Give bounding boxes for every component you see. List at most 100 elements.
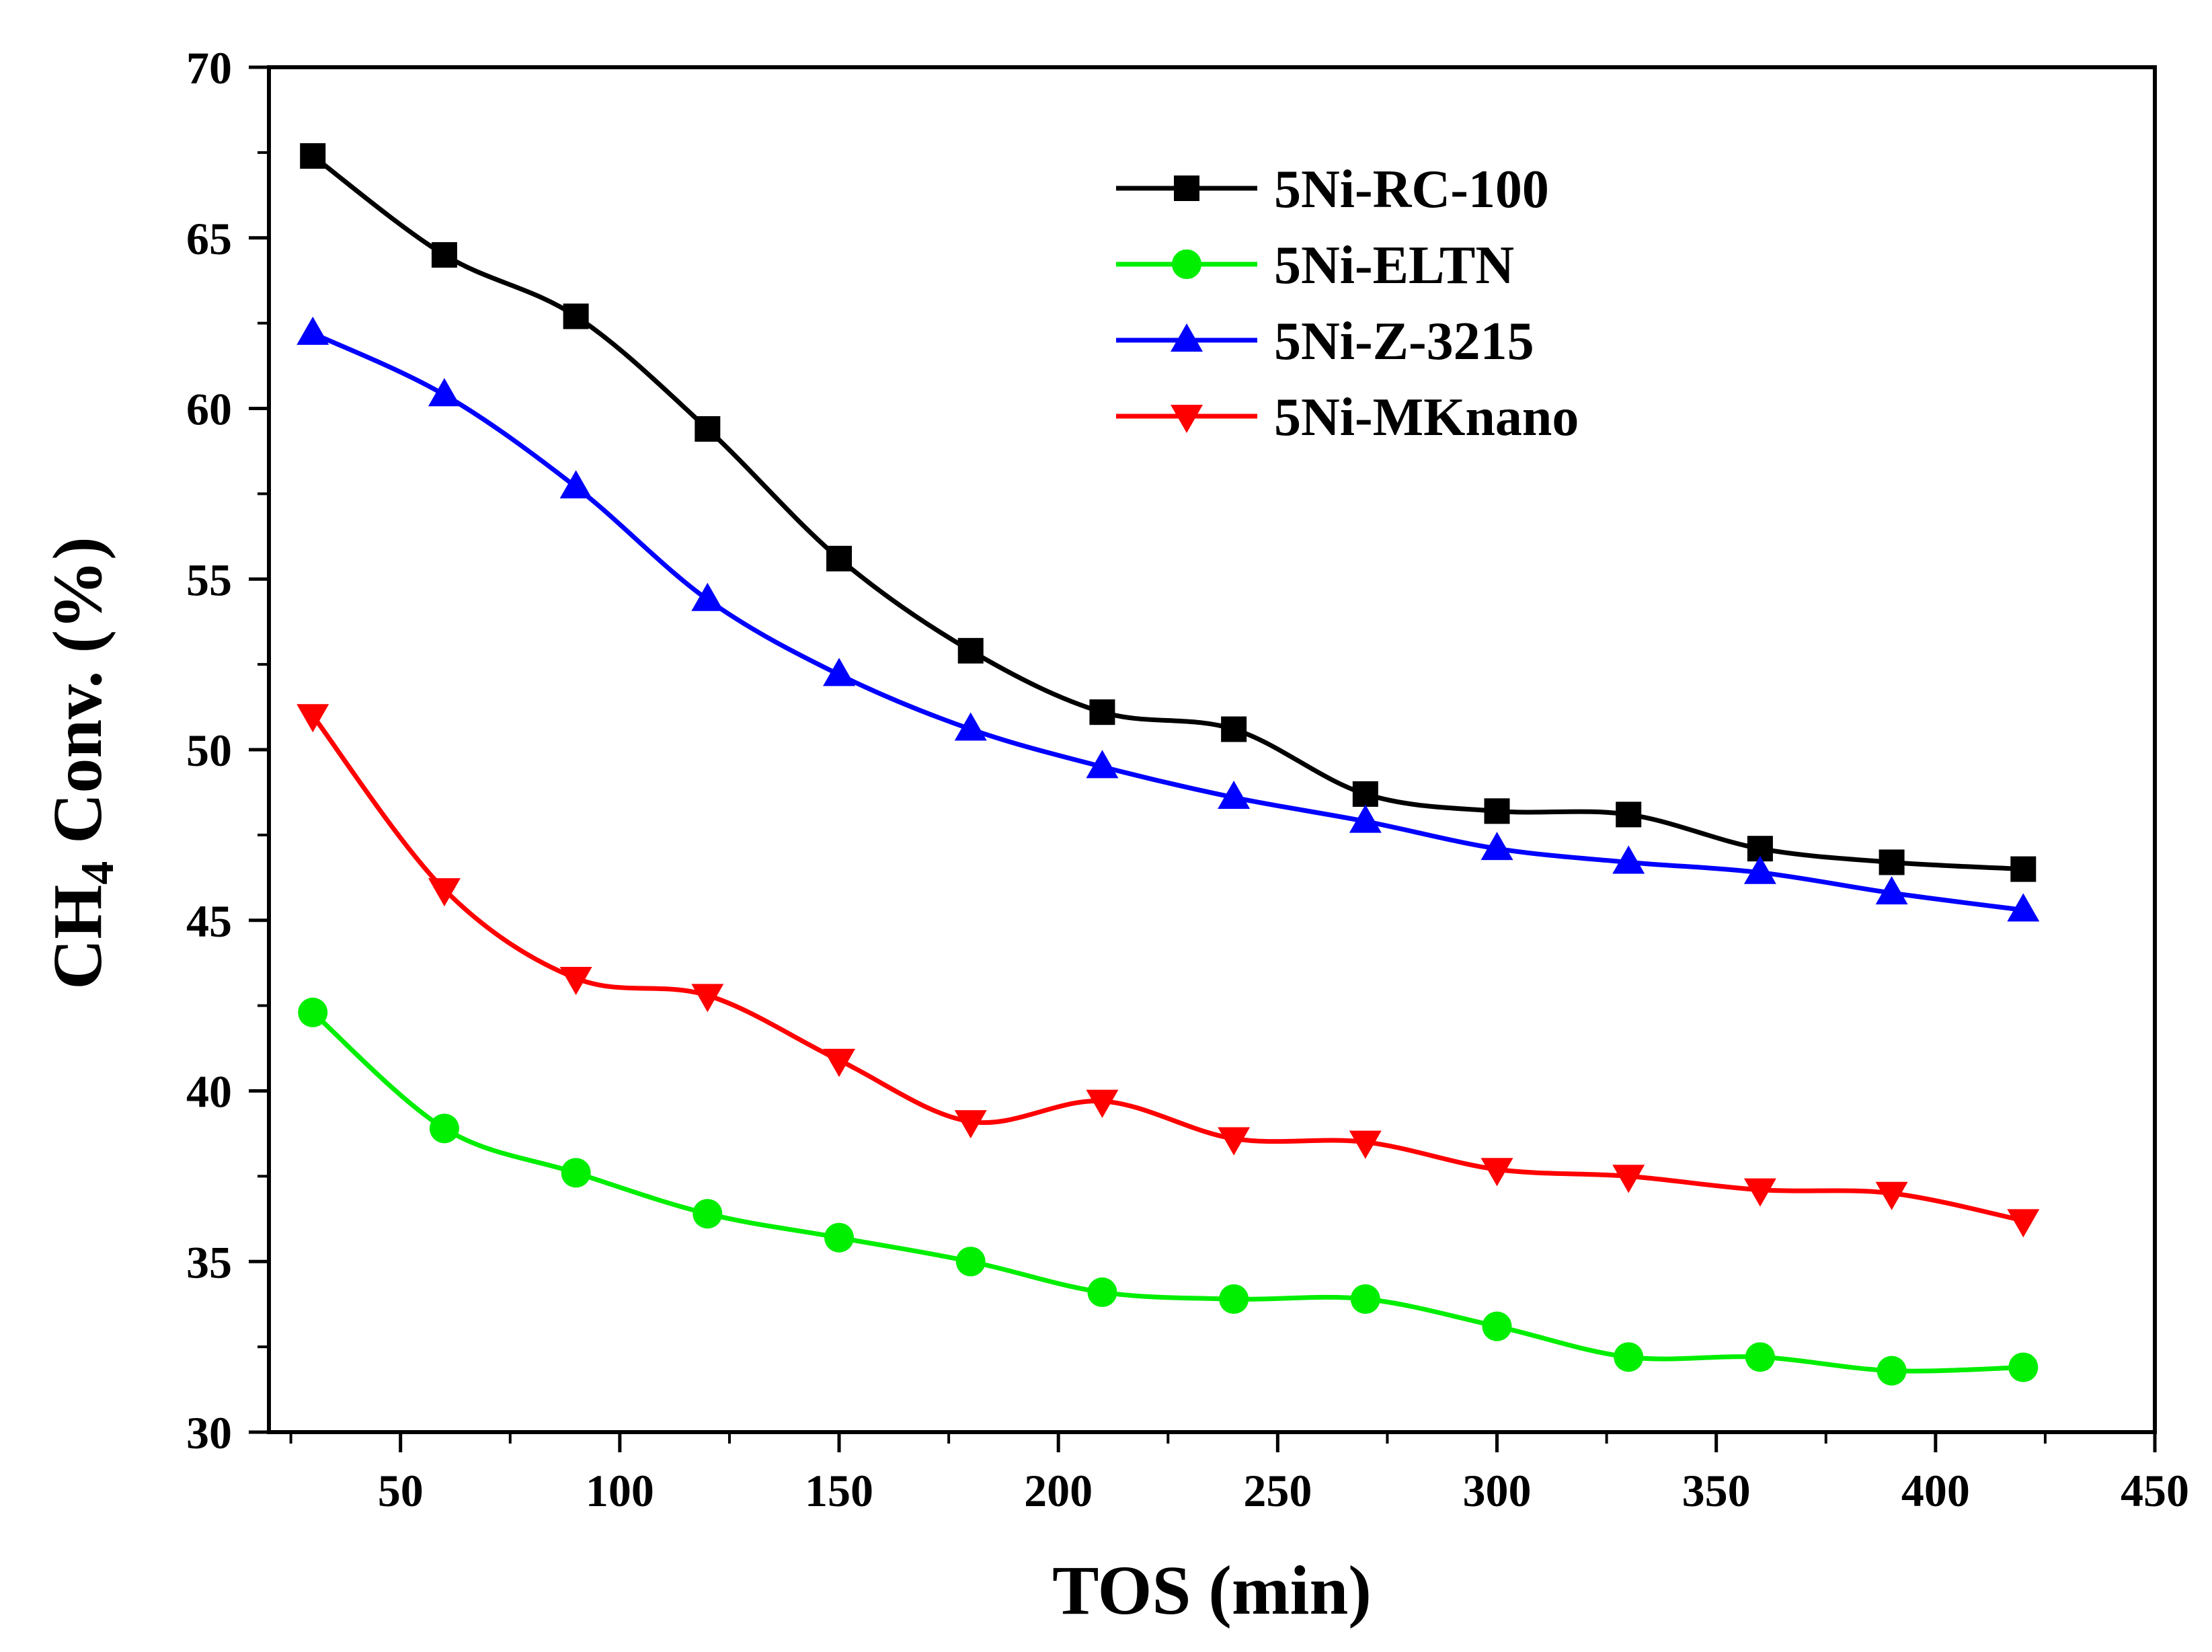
data-point-triangle-up [1218, 781, 1251, 810]
y-axis-title-subscript: 4 [72, 861, 124, 885]
data-point-triangle-up [1612, 845, 1645, 874]
data-point-triangle-up [954, 712, 987, 741]
series-5Ni-Z-3215 [297, 316, 2040, 922]
data-point-triangle-down [1218, 1127, 1251, 1156]
x-tick-label: 200 [1024, 1465, 1093, 1516]
data-point-triangle-down [297, 704, 329, 733]
legend-label: 5Ni-ELTN [1274, 236, 1514, 295]
x-tick-label: 100 [586, 1465, 654, 1516]
data-point-triangle-up [691, 582, 724, 611]
data-point-triangle-down [823, 1048, 856, 1077]
x-tick-label: 350 [1682, 1465, 1751, 1516]
x-axis: 50 100 150 200 250 300 350 400 450 [289, 1432, 2189, 1516]
y-tick-label: 35 [186, 1236, 232, 1288]
x-tick-label: 450 [2121, 1465, 2189, 1516]
x-tick-label: 150 [805, 1465, 873, 1516]
data-point-circle [1350, 1284, 1380, 1314]
legend-item: 5Ni-Z-3215 [1116, 312, 1534, 371]
data-point-triangle-down [559, 967, 592, 996]
data-point-triangle-up [1743, 855, 1776, 884]
data-point-triangle-down [954, 1110, 987, 1139]
y-axis: 30 35 40 45 50 55 60 65 70 [186, 42, 269, 1458]
y-tick-label: 30 [186, 1407, 232, 1458]
data-point-triangle-up [823, 658, 856, 686]
y-tick-label: 60 [186, 384, 232, 435]
data-point-triangle-down [1612, 1165, 1645, 1193]
data-point-circle [2008, 1352, 2039, 1382]
y-axis-title-main: CH [39, 885, 116, 990]
data-point-square [1174, 175, 1199, 201]
data-point-triangle-down [691, 984, 724, 1013]
data-point-triangle-up [1171, 323, 1203, 352]
legend-item: 5Ni-ELTN [1116, 236, 1514, 295]
series-5Ni-ELTN [298, 997, 2039, 1386]
y-tick-label: 40 [186, 1066, 232, 1117]
data-point-circle [298, 997, 328, 1027]
series-5Ni-RC-100 [300, 143, 2037, 882]
data-point-triangle-down [1743, 1178, 1776, 1207]
x-tick-label: 250 [1243, 1465, 1312, 1516]
data-point-square [1352, 781, 1378, 807]
data-point-square [1879, 849, 1905, 875]
y-tick-label: 50 [186, 725, 232, 776]
data-point-triangle-down [428, 878, 461, 907]
legend: 5Ni-RC-100 5Ni-ELTN 5Ni-Z-3215 5Ni-MKnano [1116, 160, 1579, 447]
y-tick-label: 70 [186, 42, 232, 93]
data-point-triangle-up [1086, 750, 1119, 779]
data-point-square [695, 416, 721, 442]
data-point-triangle-down [1480, 1158, 1513, 1187]
data-point-circle [429, 1113, 459, 1144]
data-point-circle [1745, 1342, 1775, 1372]
data-point-circle [561, 1158, 591, 1188]
data-point-square [2010, 856, 2037, 882]
data-point-circle [1087, 1277, 1117, 1307]
data-point-circle [693, 1199, 723, 1229]
data-point-triangle-up [2007, 893, 2040, 922]
x-tick-label: 400 [1901, 1465, 1970, 1516]
data-point-triangle-up [1480, 832, 1513, 861]
data-point-triangle-down [1171, 405, 1203, 433]
data-point-circle [1614, 1342, 1644, 1372]
data-point-triangle-down [1349, 1130, 1382, 1159]
data-point-circle [955, 1247, 986, 1277]
legend-label: 5Ni-Z-3215 [1274, 312, 1534, 371]
data-point-circle [824, 1222, 855, 1253]
legend-item: 5Ni-RC-100 [1116, 160, 1549, 219]
data-point-triangle-down [1086, 1089, 1119, 1118]
data-point-triangle-up [428, 378, 461, 407]
x-axis-title: TOS (min) [1052, 1552, 1372, 1629]
data-point-square [1616, 801, 1642, 828]
data-point-triangle-up [559, 470, 592, 499]
x-tick-label: 300 [1463, 1465, 1532, 1516]
data-point-circle [1219, 1284, 1249, 1314]
series-line [311, 154, 2024, 872]
data-point-square [1484, 798, 1510, 824]
data-point-triangle-up [1875, 876, 1908, 905]
data-point-square [300, 143, 326, 169]
y-tick-label: 65 [186, 213, 232, 264]
data-point-triangle-up [1349, 804, 1382, 833]
series-5Ni-MKnano [297, 704, 2040, 1238]
series-layer [297, 143, 2040, 1386]
y-tick-label: 55 [186, 554, 232, 605]
data-point-square [431, 242, 457, 268]
legend-label: 5Ni-MKnano [1274, 388, 1579, 447]
x-tick-label: 50 [378, 1465, 424, 1516]
y-axis-title: CH4 Conv. (%) [39, 537, 124, 989]
data-point-circle [1482, 1311, 1512, 1341]
data-point-square [826, 545, 853, 572]
data-point-triangle-down [1875, 1181, 1908, 1210]
data-point-square [1089, 699, 1115, 725]
data-point-triangle-down [2007, 1209, 2040, 1238]
legend-item: 5Ni-MKnano [1116, 388, 1579, 447]
data-point-circle [1877, 1355, 1907, 1386]
y-tick-label: 45 [186, 896, 232, 947]
data-point-triangle-up [297, 316, 329, 345]
data-point-square [957, 637, 984, 664]
data-point-circle [1172, 249, 1201, 279]
data-point-square [563, 303, 589, 329]
legend-label: 5Ni-RC-100 [1274, 160, 1549, 219]
y-axis-title-rest: Conv. (%) [39, 537, 116, 861]
